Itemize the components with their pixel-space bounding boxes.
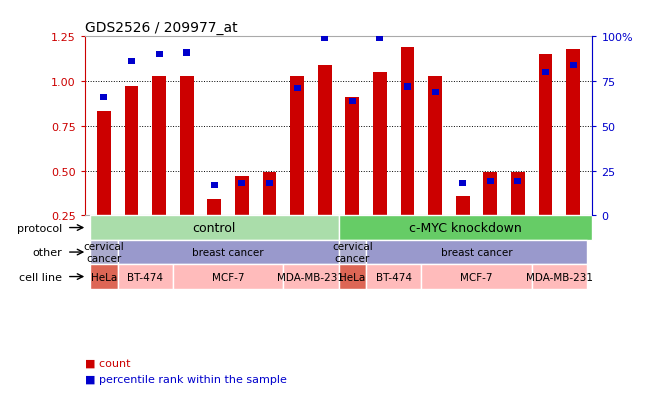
Bar — [97, 112, 111, 261]
Bar — [421, 265, 532, 289]
Text: ■ count: ■ count — [85, 358, 130, 368]
Bar — [90, 265, 118, 289]
Text: MDA-MB-231: MDA-MB-231 — [526, 272, 593, 282]
Bar — [346, 98, 359, 261]
Text: control: control — [193, 221, 236, 235]
Bar — [456, 196, 469, 261]
Bar — [124, 87, 139, 261]
Text: breast cancer: breast cancer — [441, 247, 512, 257]
Bar — [404, 84, 411, 90]
Bar — [235, 176, 249, 261]
Bar — [238, 180, 245, 187]
Bar — [532, 265, 587, 289]
Bar — [349, 98, 355, 104]
Bar — [156, 52, 163, 58]
Bar — [339, 265, 366, 289]
Text: MDA-MB-231: MDA-MB-231 — [277, 272, 344, 282]
Text: MCF-7: MCF-7 — [460, 272, 493, 282]
Bar — [318, 66, 331, 261]
Bar — [366, 265, 421, 289]
Bar — [283, 265, 339, 289]
Text: cervical
cancer: cervical cancer — [83, 242, 124, 263]
Bar — [514, 179, 521, 185]
Text: cervical
cancer: cervical cancer — [332, 242, 372, 263]
Bar — [118, 265, 173, 289]
Text: protocol: protocol — [16, 223, 62, 233]
Text: cell line: cell line — [19, 272, 62, 282]
Text: HeLa: HeLa — [91, 272, 117, 282]
Bar — [538, 55, 553, 261]
Bar — [570, 63, 577, 69]
Bar — [566, 50, 580, 261]
Bar — [339, 240, 366, 265]
Bar — [322, 36, 328, 42]
Bar — [152, 76, 166, 261]
Text: HeLa: HeLa — [339, 272, 365, 282]
Bar — [290, 76, 304, 261]
Bar — [211, 182, 218, 189]
Text: c-MYC knockdown: c-MYC knockdown — [409, 221, 522, 235]
Bar — [400, 48, 415, 261]
Bar — [266, 180, 273, 187]
Bar — [376, 36, 383, 42]
Bar — [173, 265, 283, 289]
Text: ■ percentile rank within the sample: ■ percentile rank within the sample — [85, 374, 286, 384]
Bar — [100, 95, 107, 101]
Bar — [90, 240, 118, 265]
Bar — [432, 89, 439, 96]
Bar — [511, 173, 525, 261]
Bar — [487, 179, 493, 185]
Bar — [180, 76, 193, 261]
Text: other: other — [32, 247, 62, 257]
Bar — [459, 180, 466, 187]
Text: GDS2526 / 209977_at: GDS2526 / 209977_at — [85, 21, 237, 35]
Bar — [294, 86, 301, 92]
Text: BT-474: BT-474 — [128, 272, 163, 282]
Bar — [542, 70, 549, 76]
Bar — [90, 216, 339, 240]
Text: MCF-7: MCF-7 — [212, 272, 244, 282]
Bar — [128, 59, 135, 65]
Text: breast cancer: breast cancer — [192, 247, 264, 257]
Bar — [208, 200, 221, 261]
Bar — [366, 240, 587, 265]
Bar — [373, 73, 387, 261]
Bar — [118, 240, 339, 265]
Bar — [339, 216, 592, 240]
Bar — [428, 76, 442, 261]
Bar — [484, 173, 497, 261]
Bar — [184, 50, 190, 56]
Bar — [262, 173, 277, 261]
Text: BT-474: BT-474 — [376, 272, 411, 282]
